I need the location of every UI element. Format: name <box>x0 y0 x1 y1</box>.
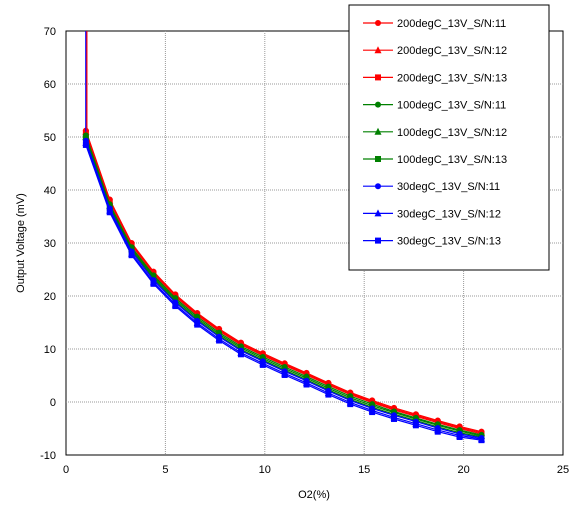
x-tick-label: 5 <box>162 464 168 476</box>
x-tick-label: 0 <box>63 464 69 476</box>
data-point <box>391 415 398 422</box>
data-point <box>281 371 288 378</box>
y-tick-label: 70 <box>44 26 56 38</box>
legend-label: 200degC_13V_S/N:11 <box>397 18 506 30</box>
legend-label: 200degC_13V_S/N:13 <box>397 72 507 84</box>
y-tick-label: 20 <box>44 291 56 303</box>
data-point <box>237 351 244 358</box>
y-axis-title: Output Voltage (mV) <box>15 193 27 293</box>
y-tick-label: 10 <box>44 344 56 356</box>
data-point <box>259 361 266 368</box>
data-point <box>375 74 381 81</box>
x-tick-label: 15 <box>358 464 370 476</box>
data-point <box>128 252 135 259</box>
legend-item: 100degC_13V_S/N:13 <box>363 154 507 166</box>
x-tick-label: 25 <box>557 464 569 476</box>
data-point <box>374 209 382 217</box>
data-point <box>374 46 382 54</box>
legend: 200degC_13V_S/N:11 200degC_13V_S/N:12 200d… <box>348 4 550 271</box>
legend-item: 200degC_13V_S/N:12 <box>363 45 507 57</box>
y-tick-label: 0 <box>50 397 56 409</box>
data-point <box>172 303 179 310</box>
data-point <box>375 156 381 162</box>
legend-item: 100degC_13V_S/N:11 <box>363 100 506 112</box>
x-axis-title: O2(%) <box>298 489 330 501</box>
legend-label: 100degC_13V_S/N:11 <box>397 100 506 112</box>
data-point <box>456 433 463 440</box>
data-point <box>369 409 376 416</box>
y-tick-label: -10 <box>40 450 56 462</box>
data-point <box>82 141 89 148</box>
y-tick-label: 50 <box>44 132 56 144</box>
legend-item: 100degC_13V_S/N:12 <box>363 127 507 139</box>
y-tick-label: 60 <box>44 79 56 91</box>
axis-ticks: 0 5 10 15 20 25 -10 0 10 20 30 40 50 60 70 <box>40 26 569 476</box>
data-point <box>150 280 157 287</box>
data-point <box>375 183 381 190</box>
legend-box <box>348 4 550 271</box>
data-point <box>194 321 201 328</box>
x-tick-label: 10 <box>259 464 271 476</box>
legend-item: 30degC_13V_S/N:13 <box>363 236 501 248</box>
data-point <box>375 101 381 108</box>
data-point <box>434 428 441 435</box>
y-tick-label: 30 <box>44 238 56 250</box>
y-tick-label: 40 <box>44 185 56 197</box>
data-point <box>216 337 223 344</box>
data-point <box>375 237 381 244</box>
legend-label: 30degC_13V_S/N:13 <box>397 236 501 248</box>
legend-label: 30degC_13V_S/N:11 <box>397 181 500 193</box>
legend-item: 200degC_13V_S/N:11 <box>363 18 506 30</box>
legend-label: 200degC_13V_S/N:12 <box>397 45 507 57</box>
legend-label: 30degC_13V_S/N:12 <box>397 208 501 220</box>
legend-label: 100degC_13V_S/N:12 <box>397 127 507 139</box>
data-point <box>347 401 354 408</box>
legend-label: 100degC_13V_S/N:13 <box>397 154 507 166</box>
series-group <box>82 31 485 444</box>
data-point <box>412 422 419 429</box>
data-point <box>374 127 382 135</box>
series-9 <box>82 141 485 444</box>
data-point <box>325 391 332 398</box>
data-point <box>106 209 113 216</box>
x-tick-label: 20 <box>457 464 469 476</box>
legend-item: 30degC_13V_S/N:11 <box>363 181 500 193</box>
data-point <box>478 437 485 444</box>
legend-item: 200degC_13V_S/N:13 <box>363 72 507 84</box>
legend-item: 30degC_13V_S/N:12 <box>363 208 501 220</box>
data-point <box>375 20 381 26</box>
data-point <box>303 381 310 388</box>
